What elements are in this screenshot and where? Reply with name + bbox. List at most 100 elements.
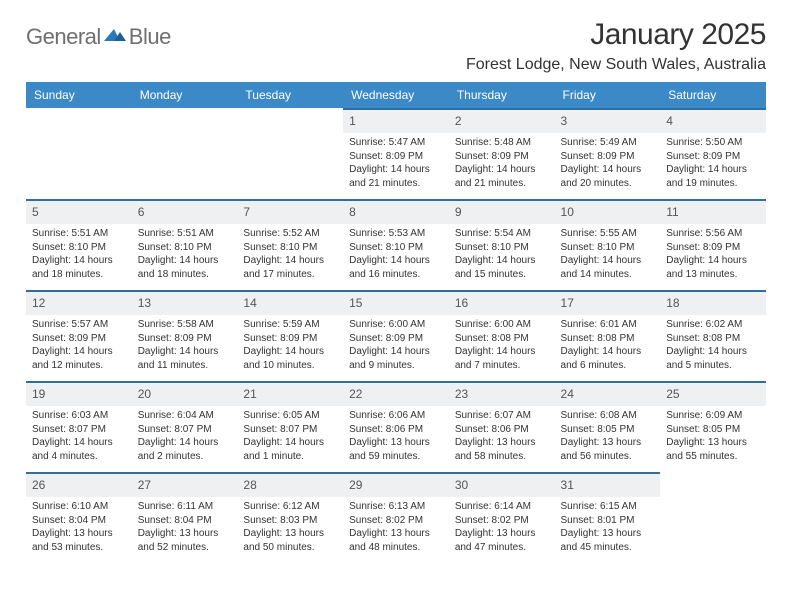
sunrise-text: Sunrise: 6:09 AM bbox=[666, 409, 760, 423]
day-data: Sunrise: 5:54 AMSunset: 8:10 PMDaylight:… bbox=[449, 224, 555, 283]
sunrise-text: Sunrise: 5:51 AM bbox=[138, 227, 232, 241]
sunset-text: Sunset: 8:08 PM bbox=[455, 332, 549, 346]
calendar-cell: 12Sunrise: 5:57 AMSunset: 8:09 PMDayligh… bbox=[26, 290, 132, 381]
weekday-header: Thursday bbox=[449, 82, 555, 108]
calendar-cell: 25Sunrise: 6:09 AMSunset: 8:05 PMDayligh… bbox=[660, 381, 766, 472]
sunrise-text: Sunrise: 6:12 AM bbox=[243, 500, 337, 514]
sunrise-text: Sunrise: 5:48 AM bbox=[455, 136, 549, 150]
calendar-cell: 20Sunrise: 6:04 AMSunset: 8:07 PMDayligh… bbox=[132, 381, 238, 472]
calendar-week-row: 26Sunrise: 6:10 AMSunset: 8:04 PMDayligh… bbox=[26, 472, 766, 563]
day-data: Sunrise: 5:56 AMSunset: 8:09 PMDaylight:… bbox=[660, 224, 766, 283]
daylight-text: Daylight: 14 hours and 4 minutes. bbox=[32, 436, 126, 463]
daylight-text: Daylight: 14 hours and 19 minutes. bbox=[666, 163, 760, 190]
calendar-cell bbox=[132, 108, 238, 199]
daylight-text: Daylight: 13 hours and 58 minutes. bbox=[455, 436, 549, 463]
sunset-text: Sunset: 8:08 PM bbox=[666, 332, 760, 346]
month-title: January 2025 bbox=[466, 18, 766, 52]
daylight-text: Daylight: 13 hours and 53 minutes. bbox=[32, 527, 126, 554]
daylight-text: Daylight: 13 hours and 59 minutes. bbox=[349, 436, 443, 463]
daylight-text: Daylight: 13 hours and 55 minutes. bbox=[666, 436, 760, 463]
sunset-text: Sunset: 8:10 PM bbox=[455, 241, 549, 255]
daylight-text: Daylight: 14 hours and 14 minutes. bbox=[561, 254, 655, 281]
calendar-cell: 16 Sunrise: 6:00 AMSunset: 8:08 PMDayligh… bbox=[449, 290, 555, 381]
sunset-text: Sunset: 8:03 PM bbox=[243, 514, 337, 528]
day-data: Sunrise: 6:13 AMSunset: 8:02 PMDaylight:… bbox=[343, 497, 449, 556]
calendar-cell: 4Sunrise: 5:50 AMSunset: 8:09 PMDaylight… bbox=[660, 108, 766, 199]
day-data: Sunrise: 5:51 AMSunset: 8:10 PMDaylight:… bbox=[132, 224, 238, 283]
sunrise-text: Sunrise: 6:01 AM bbox=[561, 318, 655, 332]
sunrise-text: Sunrise: 5:55 AM bbox=[561, 227, 655, 241]
sunset-text: Sunset: 8:07 PM bbox=[138, 423, 232, 437]
weekday-header: Tuesday bbox=[237, 82, 343, 108]
day-data: Sunrise: 6:06 AMSunset: 8:06 PMDaylight:… bbox=[343, 406, 449, 465]
sunrise-text: Sunrise: 6:03 AM bbox=[32, 409, 126, 423]
day-data: Sunrise: 5:55 AMSunset: 8:10 PMDaylight:… bbox=[555, 224, 661, 283]
daylight-text: Daylight: 14 hours and 20 minutes. bbox=[561, 163, 655, 190]
calendar-cell bbox=[660, 472, 766, 563]
brand-word2: Blue bbox=[129, 24, 171, 50]
day-data: Sunrise: 5:58 AMSunset: 8:09 PMDaylight:… bbox=[132, 315, 238, 374]
calendar-cell: 31Sunrise: 6:15 AMSunset: 8:01 PMDayligh… bbox=[555, 472, 661, 563]
calendar-cell: 17 Sunrise: 6:01 AMSunset: 8:08 PMDayligh… bbox=[555, 290, 661, 381]
calendar-cell: 27Sunrise: 6:11 AMSunset: 8:04 PMDayligh… bbox=[132, 472, 238, 563]
sunset-text: Sunset: 8:02 PM bbox=[349, 514, 443, 528]
day-number: 13 bbox=[138, 296, 151, 310]
day-data: Sunrise: 6:00 AMSunset: 8:08 PMDaylight:… bbox=[449, 315, 555, 374]
day-number: 26 bbox=[32, 478, 45, 492]
day-number: 15 bbox=[349, 296, 362, 310]
calendar-cell bbox=[26, 108, 132, 199]
calendar-cell bbox=[237, 108, 343, 199]
daylight-text: Daylight: 14 hours and 5 minutes. bbox=[666, 345, 760, 372]
day-number: 8 bbox=[349, 205, 356, 219]
sunset-text: Sunset: 8:10 PM bbox=[32, 241, 126, 255]
sunset-text: Sunset: 8:04 PM bbox=[32, 514, 126, 528]
day-number: 23 bbox=[455, 387, 468, 401]
calendar-cell: 14Sunrise: 5:59 AMSunset: 8:09 PMDayligh… bbox=[237, 290, 343, 381]
weekday-header: Sunday bbox=[26, 82, 132, 108]
calendar-cell: 28 Sunrise: 6:12 AMSunset: 8:03 PMDayligh… bbox=[237, 472, 343, 563]
sunrise-text: Sunrise: 6:15 AM bbox=[561, 500, 655, 514]
weekday-header: Wednesday bbox=[343, 82, 449, 108]
day-number: 28 bbox=[243, 478, 256, 492]
day-number: 6 bbox=[138, 205, 145, 219]
day-data: Sunrise: 6:09 AMSunset: 8:05 PMDaylight:… bbox=[660, 406, 766, 465]
day-number: 4 bbox=[666, 114, 673, 128]
sunset-text: Sunset: 8:09 PM bbox=[455, 150, 549, 164]
day-number: 1 bbox=[349, 114, 356, 128]
daylight-text: Daylight: 13 hours and 50 minutes. bbox=[243, 527, 337, 554]
day-data: Sunrise: 5:52 AMSunset: 8:10 PMDaylight:… bbox=[237, 224, 343, 283]
calendar-cell: 21Sunrise: 6:05 AMSunset: 8:07 PMDayligh… bbox=[237, 381, 343, 472]
day-data: Sunrise: 6:01 AMSunset: 8:08 PMDaylight:… bbox=[555, 315, 661, 374]
day-number: 24 bbox=[561, 387, 574, 401]
sunset-text: Sunset: 8:07 PM bbox=[32, 423, 126, 437]
sunset-text: Sunset: 8:10 PM bbox=[349, 241, 443, 255]
sunrise-text: Sunrise: 6:06 AM bbox=[349, 409, 443, 423]
daylight-text: Daylight: 14 hours and 13 minutes. bbox=[666, 254, 760, 281]
daylight-text: Daylight: 14 hours and 15 minutes. bbox=[455, 254, 549, 281]
day-number: 16 bbox=[455, 296, 468, 310]
sunset-text: Sunset: 8:09 PM bbox=[666, 241, 760, 255]
calendar-cell: 8Sunrise: 5:53 AMSunset: 8:10 PMDaylight… bbox=[343, 199, 449, 290]
day-number: 17 bbox=[561, 296, 574, 310]
brand-logo: General Blue bbox=[26, 24, 171, 50]
day-data: Sunrise: 5:51 AMSunset: 8:10 PMDaylight:… bbox=[26, 224, 132, 283]
daylight-text: Daylight: 14 hours and 11 minutes. bbox=[138, 345, 232, 372]
day-data: Sunrise: 6:02 AMSunset: 8:08 PMDaylight:… bbox=[660, 315, 766, 374]
sunset-text: Sunset: 8:09 PM bbox=[666, 150, 760, 164]
sunrise-text: Sunrise: 5:58 AM bbox=[138, 318, 232, 332]
sunset-text: Sunset: 8:06 PM bbox=[455, 423, 549, 437]
brand-word1: General bbox=[26, 24, 101, 50]
day-number: 27 bbox=[138, 478, 151, 492]
day-number: 18 bbox=[666, 296, 679, 310]
sunset-text: Sunset: 8:09 PM bbox=[138, 332, 232, 346]
sunrise-text: Sunrise: 6:04 AM bbox=[138, 409, 232, 423]
sunset-text: Sunset: 8:07 PM bbox=[243, 423, 337, 437]
sunset-text: Sunset: 8:10 PM bbox=[561, 241, 655, 255]
day-data: Sunrise: 5:57 AMSunset: 8:09 PMDaylight:… bbox=[26, 315, 132, 374]
sunrise-text: Sunrise: 5:59 AM bbox=[243, 318, 337, 332]
day-number: 21 bbox=[243, 387, 256, 401]
day-number: 22 bbox=[349, 387, 362, 401]
sunset-text: Sunset: 8:09 PM bbox=[243, 332, 337, 346]
sunrise-text: Sunrise: 5:53 AM bbox=[349, 227, 443, 241]
daylight-text: Daylight: 13 hours and 45 minutes. bbox=[561, 527, 655, 554]
